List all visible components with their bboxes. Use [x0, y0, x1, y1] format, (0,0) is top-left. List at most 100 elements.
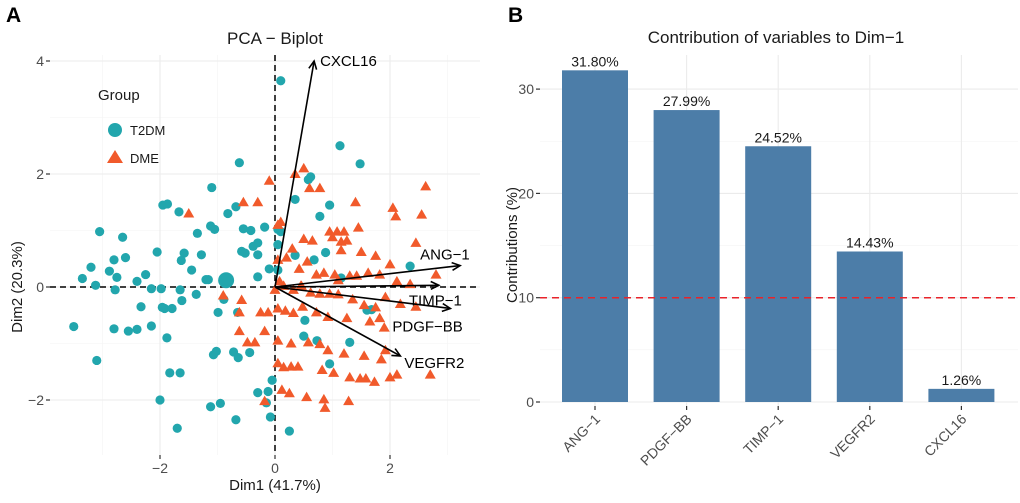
point-dme: [314, 182, 326, 193]
point-t2dm: [253, 250, 263, 260]
point-dme: [343, 395, 355, 406]
point-t2dm: [215, 398, 225, 408]
point-dme: [332, 288, 344, 299]
point-t2dm: [203, 275, 213, 285]
point-t2dm: [207, 182, 217, 193]
point-t2dm: [276, 76, 286, 86]
point-dme: [272, 302, 284, 313]
point-dme: [379, 291, 391, 302]
x-tick-label: 0: [271, 460, 279, 476]
x-tick-label: CXCL16: [921, 411, 970, 460]
point-dme: [233, 306, 245, 317]
y-tick-label: 0: [526, 394, 534, 410]
point-dme: [404, 278, 416, 289]
arrow-cxcl16: [274, 60, 315, 288]
y-tick-label: −2: [28, 392, 44, 408]
point-dme: [387, 202, 399, 212]
point-t2dm: [276, 227, 286, 237]
point-t2dm: [118, 232, 128, 242]
point-t2dm: [196, 250, 206, 260]
point-dme: [285, 338, 297, 348]
point-dme: [358, 299, 370, 310]
point-dme: [241, 336, 253, 347]
point-dme: [338, 226, 350, 236]
point-dme: [331, 226, 343, 236]
point-dme: [374, 269, 386, 279]
biplot-title: PCA − Biplot: [227, 29, 323, 48]
x-tick-label: ANG−1: [559, 411, 603, 455]
point-dme: [341, 312, 353, 323]
point-dme: [276, 384, 288, 394]
arrow-pdgf-bb: [274, 286, 451, 310]
point-t2dm: [69, 321, 79, 332]
point-t2dm: [233, 353, 243, 363]
point-dme: [319, 402, 331, 412]
point-t2dm: [77, 273, 87, 284]
point-t2dm: [174, 207, 184, 217]
point-t2dm: [263, 386, 273, 397]
point-dme: [378, 322, 390, 332]
arrowhead-icon: [441, 302, 453, 313]
point-dme: [272, 254, 284, 264]
bar-value-label: 31.80%: [571, 53, 618, 69]
point-dme: [263, 175, 275, 185]
point-t2dm: [187, 265, 197, 275]
point-t2dm: [95, 227, 105, 237]
bar-1: [653, 110, 720, 402]
point-t2dm: [165, 368, 175, 378]
y-tick-label: 30: [518, 81, 534, 97]
point-t2dm: [265, 412, 275, 422]
bar-value-label: 24.52%: [754, 129, 801, 145]
arrowhead-icon: [391, 348, 402, 357]
arrowhead-icon: [308, 59, 318, 70]
point-dme: [286, 243, 298, 253]
point-dme: [384, 258, 396, 269]
point-dme: [233, 325, 245, 336]
point-dme: [272, 357, 284, 368]
point-dme: [341, 235, 353, 245]
point-dme: [306, 235, 318, 245]
point-t2dm: [245, 347, 255, 358]
point-t2dm: [86, 262, 96, 272]
point-dme: [287, 307, 299, 317]
point-t2dm: [306, 172, 316, 182]
contribution-bar-panel: B Contribution of variables to Dim−1 31.…: [504, 4, 1018, 469]
point-t2dm: [120, 253, 131, 263]
point-dme: [252, 196, 264, 207]
point-dme: [302, 336, 314, 347]
point-t2dm: [175, 368, 185, 378]
point-t2dm: [123, 326, 133, 336]
biplot-y-axis-title: Dim2 (20.3%): [9, 241, 26, 333]
point-t2dm: [179, 248, 189, 258]
point-t2dm: [231, 415, 241, 425]
point-t2dm: [325, 359, 335, 369]
point-dme: [249, 336, 261, 347]
point-t2dm: [155, 395, 165, 405]
point-t2dm: [177, 295, 187, 306]
y-tick-label: 0: [36, 279, 44, 295]
point-t2dm: [191, 289, 201, 299]
y-tick-label: 10: [518, 290, 534, 306]
point-t2dm: [213, 307, 223, 318]
point-t2dm: [335, 141, 345, 151]
point-dme: [318, 267, 330, 277]
point-dme: [375, 353, 387, 364]
point-t2dm: [132, 324, 142, 334]
bar-chart-value-labels: 31.80% 27.99% 24.52% 14.43% 1.26%: [571, 53, 981, 388]
point-t2dm: [110, 285, 120, 295]
panel-label-b: B: [508, 4, 523, 27]
point-dme: [424, 369, 436, 379]
biplot-grid: [50, 55, 480, 455]
point-dme: [352, 222, 364, 232]
point-dme: [262, 306, 274, 317]
point-dme: [328, 367, 340, 377]
point-dme: [318, 393, 330, 404]
point-dme: [390, 210, 402, 221]
point-t2dm: [152, 247, 162, 257]
biplot-legend: Group T2DM DME: [98, 87, 165, 166]
point-t2dm: [240, 248, 250, 258]
point-dme: [269, 284, 281, 294]
point-t2dm: [345, 337, 355, 347]
point-dme: [301, 256, 313, 266]
